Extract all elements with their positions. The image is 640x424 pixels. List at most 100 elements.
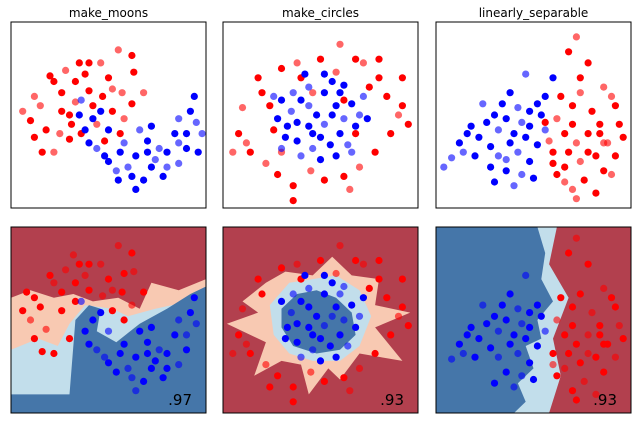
blue-point [182, 144, 191, 153]
blue-point [518, 320, 526, 328]
red-point [607, 92, 616, 100]
red-point [71, 279, 79, 287]
red-point [97, 59, 105, 67]
blue-point [309, 144, 317, 153]
blue-point [277, 297, 286, 305]
red-point [108, 107, 116, 115]
blue-point [526, 157, 534, 166]
red-point [71, 98, 79, 106]
blue-point [305, 83, 313, 91]
blue-point [112, 167, 120, 175]
red-point [568, 120, 577, 128]
blue-point [124, 364, 132, 372]
blue-point [340, 282, 348, 291]
blue-point [490, 111, 499, 119]
red-point [557, 294, 565, 302]
red-point [108, 307, 116, 315]
blue-point [320, 271, 328, 279]
red-point [355, 163, 364, 171]
blue-point [320, 70, 328, 78]
blue-point [316, 156, 325, 164]
blue-point [522, 271, 530, 279]
blue-point [171, 130, 179, 138]
blue-point [490, 312, 499, 320]
red-point [254, 275, 262, 283]
red-point [592, 353, 600, 361]
blue-point [479, 100, 487, 108]
red-point [404, 120, 412, 128]
blue-point [151, 156, 159, 164]
red-point [588, 309, 596, 317]
red-point [375, 275, 383, 283]
red-point [346, 387, 354, 395]
blue-point [471, 353, 479, 361]
red-point [50, 349, 58, 358]
red-point [266, 102, 274, 110]
blue-point [526, 122, 534, 130]
blue-point [526, 309, 534, 317]
red-point [365, 284, 373, 292]
blue-point [283, 323, 291, 331]
blue-point [270, 92, 278, 100]
blue-point [498, 100, 506, 108]
blue-point [483, 118, 491, 126]
red-point [140, 288, 148, 296]
blue-point [155, 144, 163, 153]
red-point [19, 107, 27, 115]
red-point [30, 294, 38, 302]
blue-point [97, 309, 105, 317]
blue-point [85, 139, 93, 147]
red-point [19, 307, 27, 315]
blue-point [281, 133, 289, 141]
red-point [101, 137, 109, 145]
decision-region-blue [11, 286, 206, 413]
blue-point [336, 130, 344, 138]
red-point [398, 303, 406, 311]
blue-point [163, 148, 171, 156]
blue-point [81, 126, 89, 134]
red-point [93, 120, 101, 128]
blue-point [510, 383, 518, 391]
blue-point [198, 130, 206, 138]
blue-point [475, 133, 483, 141]
blue-point [182, 130, 191, 138]
blue-point [297, 297, 305, 305]
blue-point [143, 137, 152, 145]
blue-point [463, 130, 471, 138]
blue-point [171, 331, 179, 339]
red-point [289, 398, 297, 406]
blue-point [502, 156, 510, 164]
red-point [600, 83, 608, 91]
blue-point [305, 102, 313, 110]
blue-point [352, 323, 360, 331]
axes-frame [10, 226, 207, 414]
blue-point [147, 323, 155, 331]
red-point [576, 157, 584, 166]
red-point [568, 185, 577, 193]
red-point [336, 242, 344, 250]
red-point [69, 251, 77, 259]
blue-point [518, 372, 526, 380]
red-point [254, 74, 262, 82]
blue-point [514, 104, 522, 112]
blue-point [502, 368, 510, 376]
red-point [42, 325, 50, 333]
red-point [99, 292, 107, 300]
red-point [289, 197, 297, 205]
red-point [30, 335, 38, 343]
blue-point [483, 320, 491, 328]
red-point [65, 135, 74, 143]
blue-point [537, 312, 545, 320]
blue-point [101, 353, 109, 361]
blue-point [301, 271, 309, 279]
blue-point [132, 353, 140, 361]
blue-point [348, 148, 356, 156]
red-point [596, 331, 604, 339]
blue-point [175, 361, 183, 369]
red-point [561, 130, 569, 138]
blue-point [340, 115, 348, 123]
blue-point [506, 139, 514, 147]
blue-point [194, 148, 202, 156]
blue-point [101, 152, 109, 160]
blue-point [359, 294, 367, 302]
